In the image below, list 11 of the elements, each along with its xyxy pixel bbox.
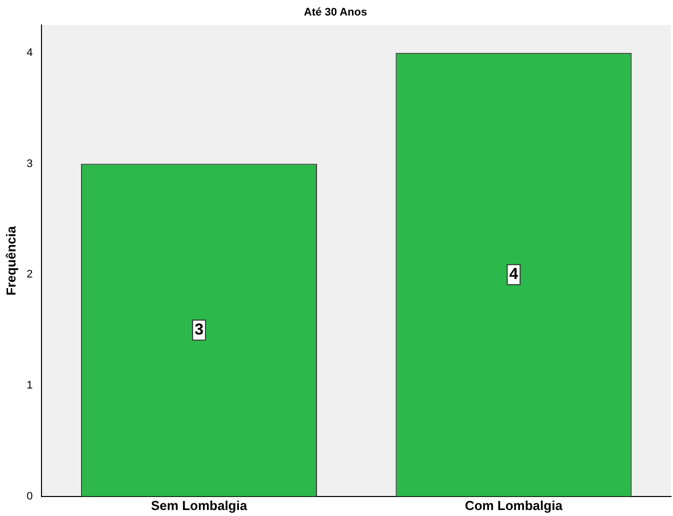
x-tick-label: Sem Lombalgia — [151, 498, 248, 513]
data-label: 3 — [194, 322, 204, 338]
data-label: 4 — [509, 266, 518, 284]
y-tick-label: 1 — [26, 380, 33, 392]
y-tick-label: 3 — [26, 158, 33, 170]
x-tick-label: Com Lombalgia — [464, 498, 564, 513]
y-tick-label: 0 — [26, 490, 33, 502]
y-tick-label: 4 — [26, 46, 33, 59]
chart-title: Até 30 Anos — [304, 6, 368, 19]
y-tick-label: 2 — [26, 268, 33, 281]
y-axis-title: Frequência — [3, 225, 18, 296]
